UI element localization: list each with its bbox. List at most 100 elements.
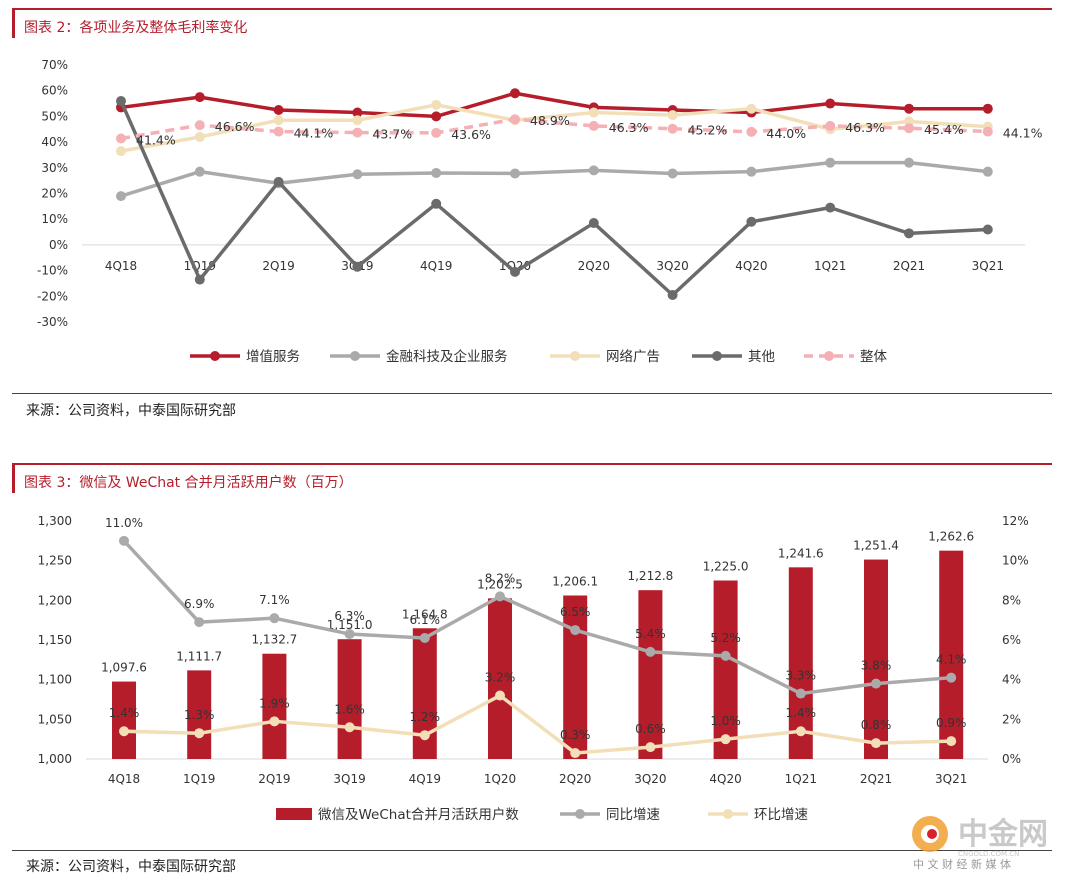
y2-tick-label: 4% xyxy=(1002,673,1021,687)
figure2-title-bar xyxy=(12,463,1052,465)
bar-label: 1,212.8 xyxy=(627,569,673,583)
bar-label: 1,111.7 xyxy=(176,649,222,663)
data-label: 3.3% xyxy=(786,669,817,683)
x-tick-label: 4Q20 xyxy=(709,772,741,786)
y2-tick-label: 10% xyxy=(1002,554,1029,568)
x-tick-label: 2Q19 xyxy=(262,259,294,273)
legend-label: 整体 xyxy=(860,349,888,365)
legend-label: 增值服务 xyxy=(246,349,300,365)
data-label: 43.6% xyxy=(451,127,491,142)
data-point xyxy=(510,114,520,125)
y-tick-label: 20% xyxy=(41,187,68,201)
data-point xyxy=(588,120,599,131)
data-point xyxy=(273,126,284,137)
bar-label: 1,206.1 xyxy=(552,574,598,588)
data-point xyxy=(904,103,914,114)
y2-tick-label: 2% xyxy=(1002,712,1021,726)
x-tick-label: 4Q18 xyxy=(108,772,140,786)
data-point xyxy=(645,646,656,657)
x-tick-label: 4Q18 xyxy=(105,259,137,273)
data-point xyxy=(825,157,836,168)
data-label: 45.2% xyxy=(688,123,728,138)
data-point xyxy=(982,224,993,235)
legend-swatch-marker xyxy=(723,809,733,819)
figure1-title-bar xyxy=(12,8,1052,10)
data-point xyxy=(431,127,442,138)
series-line xyxy=(119,100,988,297)
y-tick-label: 60% xyxy=(41,84,68,98)
data-point xyxy=(352,169,363,180)
bar xyxy=(488,598,512,759)
data-label: 44.1% xyxy=(1003,126,1043,141)
legend-label: 网络广告 xyxy=(606,349,660,365)
legend-swatch-marker xyxy=(350,351,360,361)
data-label: 3.8% xyxy=(861,659,892,673)
figure2-title: 图表 3：微信及 WeChat 合并月活跃用户数（百万） xyxy=(24,475,353,491)
data-point xyxy=(194,131,205,142)
data-point xyxy=(116,95,126,106)
data-label: 45.4% xyxy=(924,122,964,137)
data-label: 1.0% xyxy=(710,714,741,728)
data-point xyxy=(871,678,881,689)
data-label: 4.1% xyxy=(936,653,967,667)
data-point xyxy=(194,166,205,177)
legend-label: 其他 xyxy=(748,349,775,365)
data-point xyxy=(119,535,129,546)
legend-label: 微信及WeChat合并月活跃用户数 xyxy=(318,806,519,823)
legend-swatch-marker xyxy=(210,351,220,361)
data-point xyxy=(946,736,957,747)
legend-swatch-marker xyxy=(575,809,585,819)
data-point xyxy=(352,107,363,118)
y-tick-label: 1,000 xyxy=(38,752,72,766)
figure2-source: 来源：公司资料，中泰国际研究部 xyxy=(26,859,236,875)
data-point xyxy=(795,688,806,699)
y-tick-label: 1,200 xyxy=(38,593,72,607)
data-point xyxy=(269,716,280,727)
data-point xyxy=(352,127,363,138)
data-label: 43.7% xyxy=(372,127,412,142)
x-tick-label: 4Q20 xyxy=(735,259,767,273)
figure1-source-rule xyxy=(12,393,1052,394)
data-label: 1.4% xyxy=(109,706,140,720)
bar xyxy=(563,595,588,759)
data-label: 46.6% xyxy=(215,119,255,134)
data-label: 5.2% xyxy=(710,631,741,645)
data-point xyxy=(431,111,442,122)
data-point xyxy=(570,748,581,759)
data-point xyxy=(946,672,957,683)
data-point xyxy=(645,742,656,753)
x-tick-label: 1Q19 xyxy=(183,772,215,786)
y-tick-label: 10% xyxy=(41,212,68,226)
data-label: 8.2% xyxy=(485,571,516,585)
watermark-sub: 中 文 财 经 新 媒 体 xyxy=(913,857,1011,871)
series-line xyxy=(122,539,952,696)
data-label: 0.8% xyxy=(861,718,892,732)
data-point xyxy=(495,690,505,701)
series-line xyxy=(123,693,952,755)
data-label: 46.3% xyxy=(609,120,649,135)
data-point xyxy=(431,99,442,110)
data-label: 46.3% xyxy=(845,120,885,135)
cngold-logo-icon: 中金网 CNGOLD.COM.CN 中 文 财 经 新 媒 体 xyxy=(912,816,1048,871)
data-point xyxy=(667,290,678,301)
data-point xyxy=(904,228,914,239)
data-point xyxy=(495,591,505,602)
data-point xyxy=(269,613,280,624)
mau-chart: 1,000 1,050 1,100 1,150 1,200 1,250 1,300 0% 2% 4… xyxy=(38,514,1029,823)
data-point xyxy=(570,625,581,636)
x-tick-label: 1Q21 xyxy=(785,772,817,786)
data-point xyxy=(746,103,757,114)
data-point xyxy=(510,88,520,99)
bar xyxy=(864,559,888,759)
watermark-url: CNGOLD.COM.CN xyxy=(958,850,1019,858)
data-point xyxy=(746,216,757,227)
data-point xyxy=(273,115,284,126)
x-tick-label: 3Q20 xyxy=(656,259,688,273)
data-label: 1.6% xyxy=(334,702,365,716)
figure2-title-accent xyxy=(12,465,15,493)
data-label: 0.9% xyxy=(936,716,967,730)
data-point xyxy=(273,104,284,115)
y2-tick-label: 12% xyxy=(1002,514,1029,528)
data-point xyxy=(720,734,731,745)
data-point xyxy=(344,722,355,733)
